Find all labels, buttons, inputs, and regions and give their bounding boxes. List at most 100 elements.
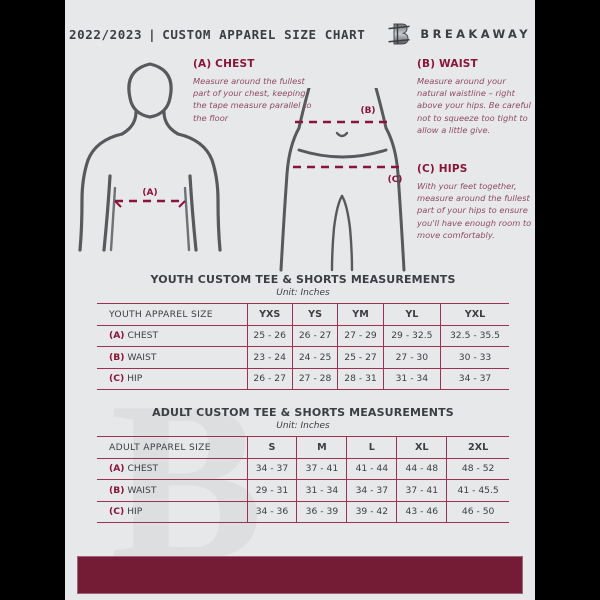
table-header-row: YOUTH APPAREL SIZE YXS YS YM YL YXL (97, 303, 509, 326)
adult-waist-3: 37 - 41 (396, 479, 448, 502)
youth-row-label-waist: (B) WAIST (97, 346, 248, 369)
adult-table-title: ADULT CUSTOM TEE & SHORTS MEASUREMENTS (152, 406, 454, 419)
adult-row-name-hip: HIP (127, 506, 143, 518)
breakaway-b-monogram-icon (388, 23, 411, 45)
adult-row-tag-hip: (C) (109, 506, 125, 518)
table-row: (A) CHEST 34 - 37 37 - 41 41 - 44 44 - 48… (97, 457, 509, 480)
youth-row-header-label: YOUTH APPAREL SIZE (97, 303, 248, 326)
table-row: (B) WAIST 23 - 24 24 - 25 25 - 27 27 - 30… (97, 346, 509, 369)
brand-lockup: BREAKAWAY (387, 21, 531, 47)
adult-waist-0: 29 - 31 (246, 479, 298, 502)
table-row: (A) CHEST 25 - 26 26 - 27 27 - 29 29 - 32… (97, 324, 509, 347)
adult-row-name-waist: WAIST (127, 484, 157, 496)
adult-size-table-block: ADULT CUSTOM TEE & SHORTS MEASUREMENTS U… (97, 406, 509, 523)
youth-hip-2: 28 - 31 (337, 367, 384, 390)
callout-waist-body: Measure around your natural waistline – … (417, 76, 531, 135)
youth-chest-4: 32.5 - 35.5 (440, 324, 509, 347)
youth-size-col-0: YXS (246, 303, 293, 326)
youth-table-title: YOUTH CUSTOM TEE & SHORTS MEASUREMENTS (150, 273, 456, 286)
measurement-diagrams: (A) (B) (65, 50, 535, 272)
table-row: (B) WAIST 29 - 31 31 - 34 34 - 37 37 - 41… (97, 479, 509, 502)
adult-size-col-4: 2XL (446, 436, 509, 459)
adult-table-unit: Unit: Inches (276, 421, 330, 431)
header-separator: | (148, 26, 157, 42)
adult-hip-3: 43 - 46 (396, 500, 448, 523)
table-header-row: ADULT APPAREL SIZE S M L XL 2XL (97, 436, 509, 459)
lower-body-hips-illustration: (B) (C) (279, 88, 406, 272)
adult-hip-2: 39 - 42 (346, 500, 398, 523)
footer-accent-bar (77, 556, 523, 594)
adult-size-col-1: M (296, 436, 348, 459)
youth-row-tag-chest: (A) (109, 330, 125, 342)
youth-size-table: YOUTH APPAREL SIZE YXS YS YM YL YXL (A) C… (97, 303, 509, 390)
adult-row-label-waist: (B) WAIST (97, 479, 248, 502)
youth-hip-4: 34 - 37 (440, 367, 509, 390)
youth-row-name-chest: CHEST (127, 330, 159, 342)
youth-hip-0: 26 - 27 (246, 367, 293, 390)
youth-waist-3: 27 - 30 (382, 346, 442, 369)
youth-row-tag-hip: (C) (109, 373, 125, 385)
adult-chest-4: 48 - 52 (446, 457, 509, 480)
adult-hip-0: 34 - 36 (246, 500, 298, 523)
youth-waist-2: 25 - 27 (337, 346, 384, 369)
chest-measure-label: (A) (142, 188, 157, 198)
brand-name: BREAKAWAY (420, 27, 531, 41)
adult-size-col-0: S (246, 436, 298, 459)
table-row: (C) HIP 34 - 36 36 - 39 39 - 42 43 - 46 4… (97, 500, 509, 523)
callout-hips-body: With your feet together, measure around … (417, 181, 532, 240)
youth-row-name-waist: WAIST (127, 351, 157, 363)
upper-body-torso-illustration: (A) (78, 62, 222, 252)
adult-chest-1: 37 - 41 (296, 457, 348, 480)
callout-chest-body: Measure around the fullest part of your … (193, 76, 312, 123)
adult-size-col-2: L (346, 436, 398, 459)
youth-size-col-2: YM (337, 303, 384, 326)
adult-hip-4: 46 - 50 (446, 500, 509, 523)
adult-row-label-chest: (A) CHEST (97, 457, 248, 480)
youth-chest-0: 25 - 26 (246, 324, 293, 347)
header-title: CUSTOM APPAREL SIZE CHART (162, 26, 366, 42)
youth-hip-3: 31 - 34 (382, 367, 442, 390)
waist-measure-label: (B) (360, 106, 375, 116)
adult-chest-3: 44 - 48 (396, 457, 448, 480)
adult-chest-2: 41 - 44 (346, 457, 398, 480)
youth-size-col-4: YXL (440, 303, 509, 326)
youth-row-label-hip: (C) HIP (97, 367, 248, 390)
callout-waist: (B) WAIST Measure around your natural wa… (417, 58, 532, 136)
youth-size-col-1: YS (291, 303, 339, 326)
youth-hip-1: 27 - 28 (291, 367, 339, 390)
page-header: 2022/2023 | CUSTOM APPAREL SIZE CHART (65, 18, 535, 50)
adult-size-table: ADULT APPAREL SIZE S M L XL 2XL (A) CHEST… (97, 436, 509, 523)
header-season: 2022/2023 (68, 26, 143, 42)
callout-hips: (C) HIPS With your feet together, measur… (417, 163, 535, 241)
adult-row-tag-waist: (B) (109, 484, 125, 496)
hip-measure-label: (C) (388, 175, 403, 185)
youth-row-label-chest: (A) CHEST (97, 324, 248, 347)
youth-chest-3: 29 - 32.5 (382, 324, 442, 347)
youth-waist-0: 23 - 24 (246, 346, 293, 369)
adult-waist-4: 41 - 45.5 (446, 479, 509, 502)
table-row: (C) HIP 26 - 27 27 - 28 28 - 31 31 - 34 3… (97, 367, 509, 390)
youth-row-name-hip: HIP (127, 373, 143, 385)
adult-size-col-3: XL (396, 436, 448, 459)
adult-waist-1: 31 - 34 (296, 479, 348, 502)
youth-waist-4: 30 - 33 (440, 346, 509, 369)
callout-waist-heading: (B) WAIST (417, 58, 478, 70)
callout-chest-heading: (A) CHEST (193, 58, 255, 70)
youth-size-col-3: YL (382, 303, 442, 326)
youth-size-table-block: YOUTH CUSTOM TEE & SHORTS MEASUREMENTS U… (97, 273, 509, 390)
youth-table-unit: Unit: Inches (276, 288, 330, 298)
callout-hips-heading: (C) HIPS (417, 163, 468, 175)
callout-chest: (A) CHEST Measure around the fullest par… (193, 58, 313, 124)
adult-row-header-label: ADULT APPAREL SIZE (97, 436, 248, 459)
adult-waist-2: 34 - 37 (346, 479, 398, 502)
youth-waist-1: 24 - 25 (291, 346, 339, 369)
adult-hip-1: 36 - 39 (296, 500, 348, 523)
adult-chest-0: 34 - 37 (246, 457, 298, 480)
adult-row-label-hip: (C) HIP (97, 500, 248, 523)
header-title-group: 2022/2023 | CUSTOM APPAREL SIZE CHART (69, 27, 365, 42)
adult-row-name-chest: CHEST (127, 463, 159, 475)
adult-row-tag-chest: (A) (109, 463, 125, 475)
youth-chest-1: 26 - 27 (291, 324, 339, 347)
size-chart-page: B 2022/2023 | CUSTOM APPAREL SIZE CHART (65, 0, 535, 600)
